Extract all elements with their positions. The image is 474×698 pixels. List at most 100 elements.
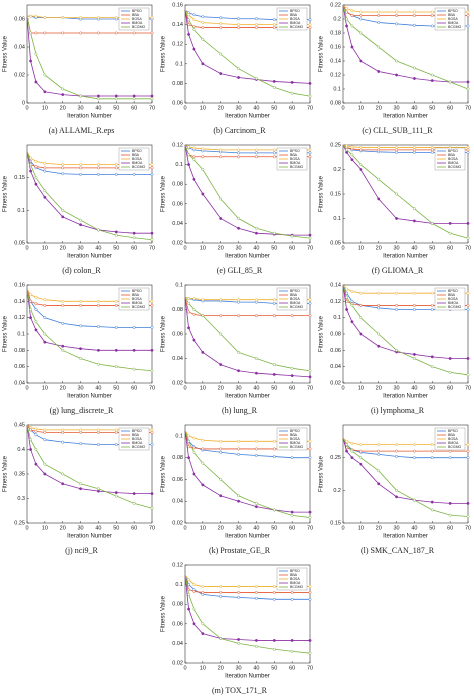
legend-label: BPSO bbox=[290, 149, 300, 153]
legend-box bbox=[434, 7, 466, 31]
y-tick-label: 0.05 bbox=[330, 240, 341, 246]
series-marker bbox=[254, 77, 258, 80]
x-tick-label: 20 bbox=[218, 385, 224, 391]
series-marker bbox=[187, 163, 191, 167]
series-marker bbox=[237, 641, 241, 645]
legend-label: BBA bbox=[290, 573, 298, 577]
x-tick-label: 40 bbox=[411, 245, 417, 251]
series-marker bbox=[61, 303, 65, 307]
series-marker bbox=[395, 14, 399, 17]
y-tick-label: 0.1 bbox=[175, 61, 183, 67]
y-tick-label: 0.12 bbox=[172, 142, 183, 148]
series-marker bbox=[350, 45, 354, 49]
chart-caption: (c) CLL_SUB_111_R bbox=[362, 126, 433, 135]
series-marker bbox=[114, 494, 118, 498]
legend-label: BCGMO bbox=[132, 445, 146, 449]
x-tick-label: 30 bbox=[394, 105, 400, 111]
series-marker bbox=[359, 291, 363, 295]
series-marker bbox=[237, 499, 241, 503]
x-tick-label: 70 bbox=[149, 245, 155, 251]
x-axis-label: Iteration Number bbox=[67, 394, 112, 400]
series-marker bbox=[237, 148, 241, 152]
series-marker bbox=[96, 172, 100, 176]
series-marker bbox=[308, 369, 312, 373]
series-marker bbox=[377, 443, 381, 447]
series-marker bbox=[350, 456, 354, 460]
series-marker bbox=[79, 324, 83, 328]
series-marker bbox=[345, 295, 349, 299]
legend-box bbox=[434, 287, 466, 311]
y-tick-label: 0.05 bbox=[14, 240, 25, 246]
y-tick-label: 0.2 bbox=[333, 488, 341, 494]
series-marker bbox=[114, 31, 118, 35]
series-marker bbox=[377, 14, 381, 17]
series-marker bbox=[114, 443, 118, 447]
series-marker bbox=[201, 447, 205, 451]
chart-caption: (k) Prostate_GE_R bbox=[209, 546, 271, 555]
chart-panel: 0.02 0.04 0.06 0.08 0.1 0 10 20 30 40 50 60 70 Iterat… bbox=[161, 282, 313, 414]
y-tick-label: 0.14 bbox=[14, 299, 25, 305]
series-marker bbox=[150, 172, 154, 176]
chart-panel: 0.06 0.08 0.1 0.12 0.14 0.16 0 10 20 30 40 50 60 70 It… bbox=[161, 2, 313, 134]
series-marker bbox=[350, 158, 354, 162]
x-tick-label: 20 bbox=[60, 245, 66, 251]
series-marker bbox=[132, 31, 136, 35]
series-marker bbox=[290, 366, 294, 370]
x-tick-label: 70 bbox=[149, 525, 155, 531]
x-tick-label: 60 bbox=[289, 245, 295, 251]
series-marker bbox=[272, 639, 276, 642]
series-marker bbox=[150, 492, 154, 496]
series-marker bbox=[272, 363, 276, 367]
series-marker bbox=[237, 638, 241, 641]
series-marker bbox=[308, 23, 312, 27]
series-marker bbox=[96, 97, 100, 101]
series-line bbox=[184, 574, 310, 593]
x-tick-label: 40 bbox=[95, 525, 101, 531]
series-marker bbox=[345, 439, 349, 443]
legend-label: BGSA bbox=[448, 437, 458, 441]
series-line bbox=[26, 424, 153, 509]
series-marker bbox=[395, 449, 399, 453]
series-marker bbox=[201, 632, 205, 636]
series-marker bbox=[412, 219, 416, 223]
x-tick-label: 30 bbox=[236, 105, 242, 111]
x-tick-label: 30 bbox=[394, 245, 400, 251]
legend-label: BBA bbox=[448, 433, 456, 437]
series-line bbox=[342, 4, 468, 83]
x-tick-label: 40 bbox=[411, 105, 417, 111]
series-marker bbox=[466, 14, 470, 17]
x-tick-label: 40 bbox=[253, 105, 259, 111]
x-tick-label: 30 bbox=[236, 525, 242, 531]
series-marker bbox=[254, 590, 258, 594]
series-marker bbox=[412, 10, 416, 14]
y-tick-label: 0.12 bbox=[172, 42, 183, 48]
y-tick-label: 0.04 bbox=[14, 380, 25, 386]
y-tick-label: 0.12 bbox=[14, 315, 25, 321]
series-marker bbox=[201, 155, 205, 159]
series-marker bbox=[29, 299, 33, 303]
series-marker bbox=[254, 314, 258, 318]
series-marker bbox=[466, 373, 470, 377]
series-marker bbox=[219, 594, 223, 598]
series-marker bbox=[79, 347, 83, 351]
series-marker bbox=[150, 97, 154, 101]
series-marker bbox=[34, 462, 38, 466]
series-marker bbox=[430, 355, 434, 359]
legend-label: BPSO bbox=[132, 149, 142, 153]
series-marker bbox=[430, 221, 434, 225]
series-marker bbox=[29, 438, 33, 442]
series-marker bbox=[395, 22, 399, 26]
series-marker bbox=[150, 16, 154, 20]
x-tick-label: 0 bbox=[25, 245, 28, 251]
y-tick-label: 0.1 bbox=[333, 86, 341, 92]
series-marker bbox=[219, 314, 223, 318]
series-marker bbox=[377, 452, 381, 456]
series-marker bbox=[29, 14, 33, 18]
series-marker bbox=[201, 461, 205, 465]
y-tick-label: 0.06 bbox=[172, 201, 183, 207]
x-tick-label: 50 bbox=[429, 525, 435, 531]
x-tick-label: 20 bbox=[376, 245, 382, 251]
series-marker bbox=[219, 52, 223, 56]
legend-label: BCGMO bbox=[132, 305, 146, 309]
series-marker bbox=[345, 148, 349, 152]
